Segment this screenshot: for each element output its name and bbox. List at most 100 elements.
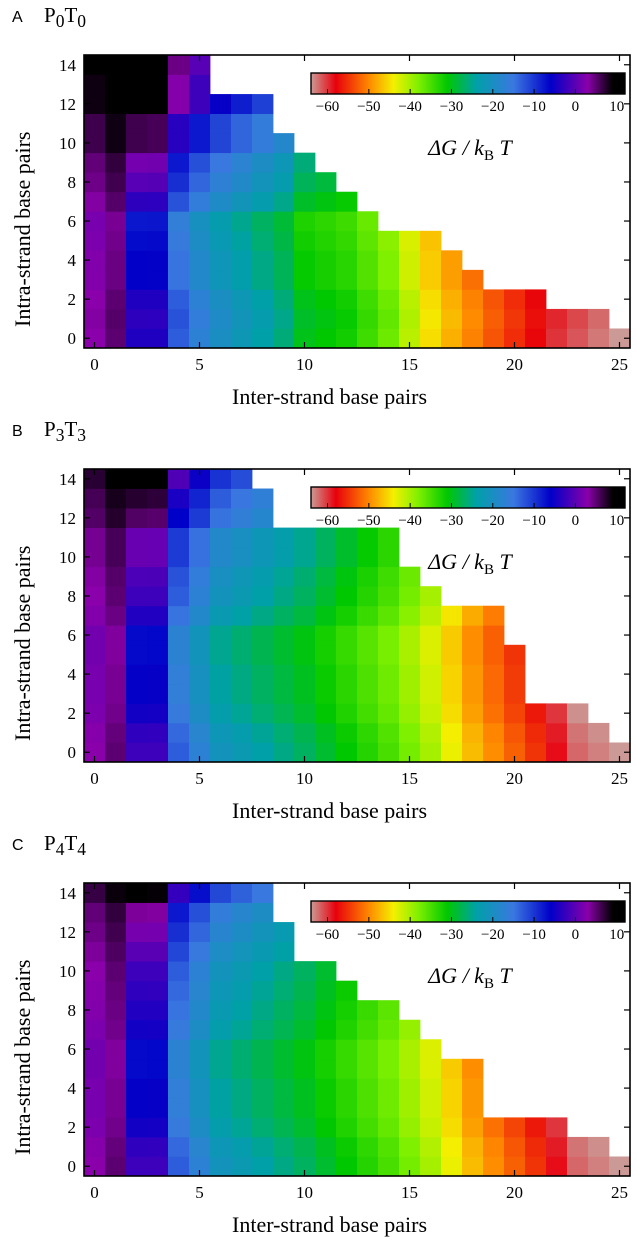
x-tick-label: 5 [195,769,204,788]
heatmap-cell [273,566,295,587]
heatmap-cell [315,1078,337,1099]
heatmap-cell [483,703,505,724]
heatmap-cell [252,328,274,349]
heatmap-cell [315,308,337,329]
heatmap-cell [336,605,358,626]
heatmap-cell [336,586,358,607]
heatmap-cell [231,211,253,232]
heatmap-cell [315,289,337,310]
heatmap-cell [126,566,148,587]
heatmap-cell [336,722,358,743]
heatmap-cell [210,191,232,212]
heatmap-cell [168,644,190,665]
heatmap-cell [252,211,274,232]
heatmap-cell [105,250,127,271]
heatmap-cell [399,1039,421,1060]
heatmap-cell [399,230,421,251]
heatmap-cell [336,703,358,724]
heatmap-cell [546,722,568,743]
heatmap-cell [294,250,316,271]
heatmap-cell [126,527,148,548]
heatmap-cell [147,55,169,75]
heatmap-cell [147,133,169,154]
heatmap-cell [441,625,463,646]
heatmap-cell [441,1058,463,1079]
heatmap-cell [462,605,484,626]
heatmap-cell [189,94,211,114]
heatmap-cell [294,703,316,724]
heatmap-cell [168,605,190,626]
x-tick-label: 0 [90,355,99,374]
heatmap-cell [294,1019,316,1040]
heatmap-cell [168,74,190,95]
heatmap-cell [399,1156,421,1177]
heatmap-cell [84,644,106,665]
heatmap-cell [84,1078,106,1099]
y-tick-label: 2 [68,290,77,309]
heatmap-cell [252,230,274,251]
heatmap-cell [231,902,253,923]
heatmap-cell [147,94,169,114]
heatmap-cell [210,508,232,528]
heatmap-cell [273,1097,295,1118]
heatmap-cell [399,586,421,607]
heatmap-cell [126,742,148,763]
heatmap-cell [441,605,463,626]
heatmap-cell [420,328,442,349]
heatmap-cell [315,664,337,685]
heatmap-cell [168,883,190,903]
x-tick-label: 15 [401,355,418,374]
heatmap-cell [168,566,190,587]
heatmap-cell [525,703,547,724]
heatmap-cell [84,1019,106,1040]
heatmap-cell [105,625,127,646]
heatmap-cell [336,328,358,349]
heatmap-cell [336,1019,358,1040]
heatmap-cell [189,644,211,665]
heatmap-cell [462,664,484,685]
heatmap-cell [294,1117,316,1138]
heatmap-cell [336,1058,358,1079]
heatmap-cell [399,703,421,724]
heatmap-cell [210,547,232,568]
heatmap-cell [294,172,316,193]
heatmap-cell [84,55,106,75]
heatmap-cell [357,1136,379,1157]
heatmap-cells [84,469,631,763]
heatmap-cell [126,1058,148,1079]
heatmap-cell [231,586,253,607]
heatmap-cell [252,883,274,903]
heatmap-cell [189,508,211,528]
heatmap-cell [84,1058,106,1079]
heatmap-cell [231,94,253,114]
heatmap-cell [588,328,610,349]
heatmap-cell [483,605,505,626]
heatmap-cell [252,1019,274,1040]
heatmap-cell [294,605,316,626]
heatmap-cell [357,742,379,763]
heatmap-cell [357,1097,379,1118]
heatmap-cell [546,1156,568,1177]
heatmap-cell [315,1019,337,1040]
heatmap-cell [126,1078,148,1099]
heatmap-cell [336,644,358,665]
heatmap-cell [168,961,190,982]
heatmap-cell [231,1039,253,1060]
heatmap-cell [84,133,106,154]
heatmap-cell [126,289,148,310]
heatmap-cell [126,605,148,626]
heatmap-cell [336,230,358,251]
heatmap-cell [441,269,463,290]
heatmap-cell [294,664,316,685]
heatmap-cell [252,922,274,942]
heatmap-cell [399,269,421,290]
heatmap-cell [315,1039,337,1060]
heatmap-cell [84,980,106,1001]
heatmap-cell [147,1058,169,1079]
y-tick-label: 4 [68,251,77,270]
heatmap-cell [441,742,463,763]
heatmap-cell [462,1097,484,1118]
heatmap-cell [336,1039,358,1060]
heatmap-cell [294,742,316,763]
heatmap-cell [357,644,379,665]
